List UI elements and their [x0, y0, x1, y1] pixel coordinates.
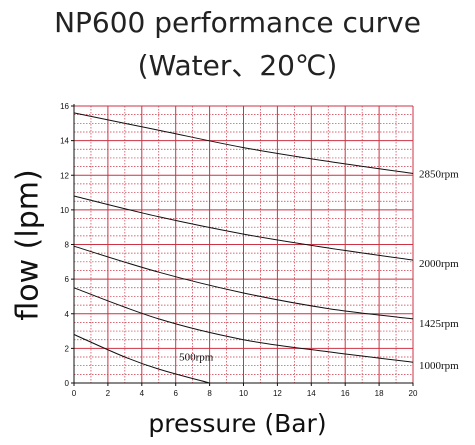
y-tick-label: 12	[60, 171, 69, 180]
series-line-2850rpm	[73, 112, 414, 174]
x-tick-label: 6	[173, 389, 178, 398]
series-label-2000rpm: 2000rpm	[419, 258, 459, 270]
y-tick-label: 4	[65, 310, 70, 319]
series-label-1425rpm: 1425rpm	[419, 318, 459, 330]
x-tick-label: 0	[72, 389, 77, 398]
series-line-500rpm	[73, 334, 210, 384]
y-tick-label: 16	[60, 102, 69, 111]
y-tick-label: 8	[65, 241, 70, 250]
x-tick-label: 14	[307, 389, 316, 398]
x-tick-label: 10	[239, 389, 248, 398]
chart-title: NP600 performance curve	[54, 6, 421, 39]
x-tick-label: 2	[106, 389, 111, 398]
series-label-500rpm: 500rpm	[179, 351, 214, 363]
x-tick-label: 16	[341, 389, 350, 398]
y-tick-label: 6	[65, 275, 70, 284]
x-tick-label: 8	[207, 389, 212, 398]
x-tick-label: 20	[409, 389, 418, 398]
series-label-1000rpm: 1000rpm	[419, 360, 459, 372]
series-line-1425rpm	[73, 245, 414, 320]
y-tick-label: 0	[65, 379, 70, 388]
chart-subtitle: (Water、20℃)	[137, 49, 338, 82]
x-axis-label: pressure (Bar)	[148, 409, 327, 438]
y-tick-label: 10	[60, 206, 69, 215]
series-line-1000rpm	[73, 287, 414, 363]
x-tick-label: 12	[273, 389, 282, 398]
series-label-2850rpm: 2850rpm	[419, 169, 459, 181]
y-tick-label: 2	[65, 344, 70, 353]
series-line-2000rpm	[73, 195, 414, 261]
x-tick-label: 18	[375, 389, 384, 398]
y-tick-label: 14	[60, 137, 69, 146]
x-tick-label: 4	[140, 389, 145, 398]
